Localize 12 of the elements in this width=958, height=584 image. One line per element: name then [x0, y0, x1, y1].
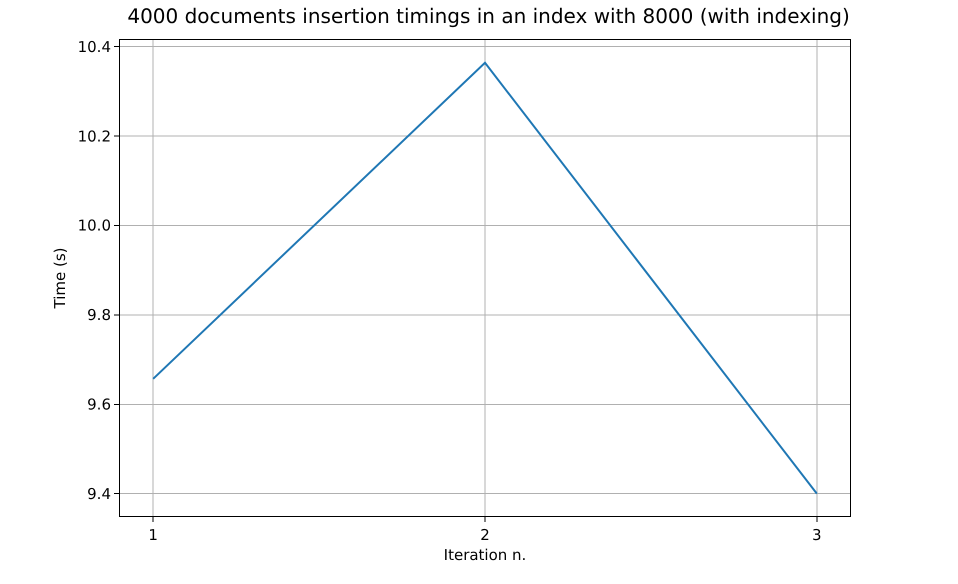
y-tick-label: 10.0: [78, 216, 111, 235]
x-tick-label: 1: [148, 526, 158, 544]
x-tick-label: 2: [480, 526, 490, 544]
y-tick-label: 10.2: [78, 127, 111, 146]
chart-title: 4000 documents insertion timings in an index with 8000 (with indexing): [127, 4, 850, 28]
y-axis-title: Time (s): [50, 248, 69, 310]
y-tick-label: 10.4: [78, 38, 111, 56]
x-axis-title: Iteration n.: [444, 546, 526, 564]
y-tick-label: 9.8: [87, 306, 111, 324]
y-tick-label: 9.4: [87, 484, 111, 503]
y-tick-label: 9.6: [87, 396, 111, 414]
x-tick-label: 3: [812, 526, 822, 544]
